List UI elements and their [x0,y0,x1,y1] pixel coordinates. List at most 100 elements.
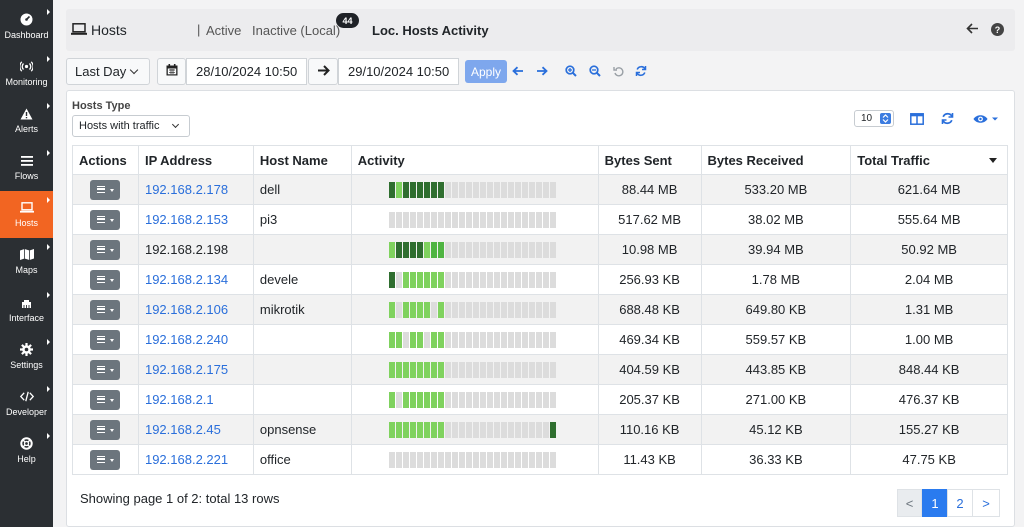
calendar-button[interactable] [157,58,186,85]
pagination-prev-button[interactable]: < [897,489,922,517]
sidebar-item-flows[interactable]: Flows [0,144,53,191]
column-header-actions[interactable]: Actions [72,145,139,175]
hosts-type-dropdown[interactable]: Hosts with traffic [72,115,190,137]
date-to-input[interactable]: 29/10/2024 10:50 [338,58,459,85]
host-name-cell: mikrotik [252,294,352,325]
total-traffic-cell: 47.75 KB [850,444,1008,475]
column-header-ip[interactable]: IP Address [137,145,254,175]
column-header-activity[interactable]: Activity [350,145,599,175]
sidebar-item-developer[interactable]: Developer [0,380,53,427]
activity-bar [430,451,437,468]
back-arrow-icon[interactable] [966,22,979,37]
active-hosts-link[interactable]: Active [206,23,242,38]
caret-down-icon [110,218,115,222]
undo-icon[interactable] [611,64,625,78]
activity-bar [388,301,395,318]
activity-bar [458,361,465,378]
column-header-bytes-sent[interactable]: Bytes Sent [597,145,702,175]
activity-bar [437,361,444,378]
activity-bar [479,421,486,438]
row-actions-button[interactable] [90,269,121,290]
activity-bar [507,391,514,408]
activity-sparkline [388,361,598,378]
row-actions-button[interactable] [90,359,121,380]
sidebar-item-label: Help [17,453,36,464]
sidebar-item-monitoring[interactable]: Monitoring [0,50,53,97]
sidebar-item-hosts[interactable]: Hosts [0,191,53,238]
refresh-table-icon[interactable] [940,111,955,126]
activity-bar [528,271,535,288]
row-actions-button[interactable] [90,209,121,230]
activity-bar [493,331,500,348]
activity-bar [416,181,423,198]
actions-cell [72,264,139,295]
activity-bar [430,391,437,408]
inactive-hosts-link[interactable]: Inactive (Local) [252,23,341,38]
ip-address-link[interactable]: 192.168.2.221 [144,452,229,467]
sidebar-item-label: Interface [8,312,45,323]
activity-bar [402,181,409,198]
row-actions-button[interactable] [90,419,121,440]
activity-bar [430,211,437,228]
pagination-page-1[interactable]: 1 [922,489,948,517]
columns-icon[interactable] [909,111,924,126]
arrow-left-icon[interactable] [511,64,525,78]
activity-bar [514,331,521,348]
row-actions-button[interactable] [90,239,121,260]
column-header-host[interactable]: Host Name [252,145,352,175]
date-range-arrow-button[interactable] [308,58,338,85]
row-actions-button[interactable] [90,449,121,470]
activity-bar [465,451,472,468]
menu-lines-icon [97,245,106,253]
sidebar-item-alerts[interactable]: Alerts [0,97,53,144]
sidebar-item-maps[interactable]: Maps [0,238,53,285]
actions-cell [72,324,139,355]
arrow-right-icon[interactable] [535,64,549,78]
activity-bar [416,361,423,378]
row-actions-button[interactable] [90,389,121,410]
help-icon[interactable]: ? [991,23,1004,36]
visibility-eye-icon[interactable] [972,111,1000,126]
zoom-in-icon[interactable] [564,64,578,78]
activity-bar [507,331,514,348]
row-actions-button[interactable] [90,299,121,320]
zoom-out-icon[interactable] [588,64,602,78]
sidebar-item-settings[interactable]: Settings [0,333,53,380]
activity-bar [514,271,521,288]
row-actions-button[interactable] [90,179,121,200]
activity-bar [423,421,430,438]
bytes-received-cell: 38.02 MB [700,204,852,235]
activity-bar [423,451,430,468]
pagination-next-button[interactable]: > [972,489,1000,517]
activity-cell [350,444,599,475]
apply-button[interactable]: Apply [465,60,507,83]
sidebar-item-dashboard[interactable]: Dashboard [0,3,53,50]
date-from-input[interactable]: 28/10/2024 10:50 [186,58,307,85]
activity-bar [542,391,549,408]
ip-address-link[interactable]: 192.168.2.178 [144,182,229,197]
ip-address-link[interactable]: 192.168.2.134 [144,272,229,287]
period-dropdown[interactable]: Last Day [66,58,150,85]
ip-address-link[interactable]: 192.168.2.153 [144,212,229,227]
ip-address-link[interactable]: 192.168.2.45 [144,422,221,437]
ip-address-link[interactable]: 192.168.2.1 [144,392,214,407]
activity-bar [444,451,451,468]
ip-address-link[interactable]: 192.168.2.106 [144,302,229,317]
refresh-icon[interactable] [634,64,648,78]
ip-address-link[interactable]: 192.168.2.175 [144,362,229,377]
rows-per-page-select[interactable]: 10 [854,110,894,127]
sidebar-item-help[interactable]: Help [0,427,53,474]
actions-cell [72,294,139,325]
row-actions-button[interactable] [90,329,121,350]
column-header-bytes-received[interactable]: Bytes Received [700,145,852,175]
activity-bar [493,451,500,468]
column-header-total-traffic[interactable]: Total Traffic [850,145,1008,175]
pagination-page-2[interactable]: 2 [947,489,973,517]
activity-bar [451,301,458,318]
host-name-cell: devele [252,264,352,295]
ip-address-link[interactable]: 192.168.2.240 [144,332,229,347]
sidebar-item-interface[interactable]: Interface [0,286,53,333]
activity-bar [507,271,514,288]
map-icon [19,248,34,262]
activity-bar [514,301,521,318]
